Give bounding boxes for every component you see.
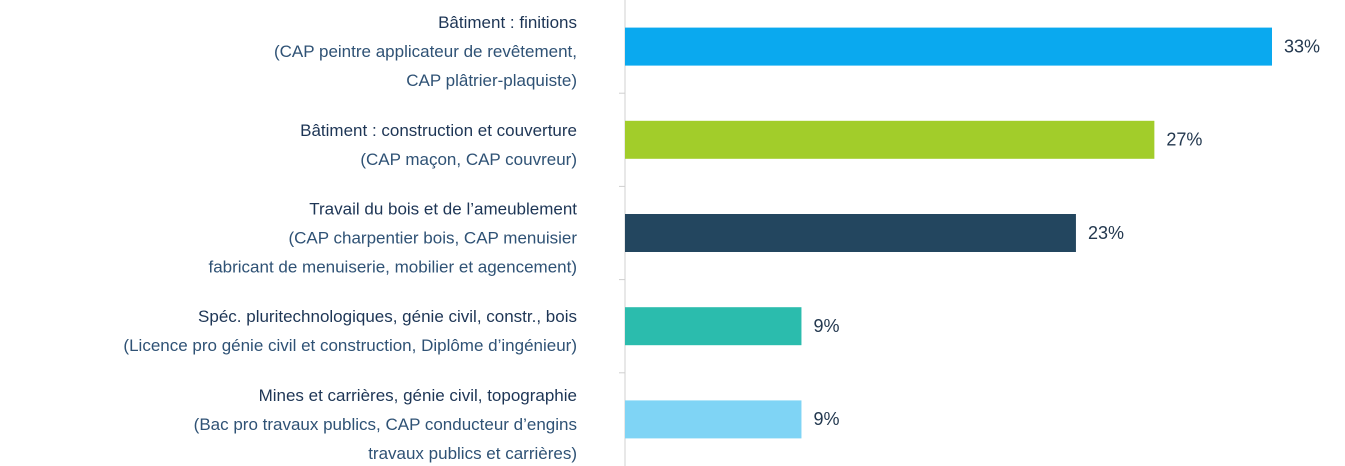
bar	[625, 214, 1076, 252]
category-note: travaux publics et carrières)	[368, 444, 577, 463]
bar	[625, 400, 802, 439]
category-label: Mines et carrières, génie civil, topogra…	[259, 386, 577, 405]
category-label: Bâtiment : finitions	[438, 13, 577, 32]
category-note: (CAP charpentier bois, CAP menuisier	[288, 228, 577, 247]
category-note: (CAP maçon, CAP couvreur)	[360, 150, 577, 169]
category-label: Travail du bois et de l’ameublement	[309, 199, 577, 218]
value-label: 27%	[1166, 130, 1202, 150]
value-label: 33%	[1284, 36, 1320, 56]
bar	[625, 27, 1272, 66]
value-label: 9%	[813, 409, 839, 429]
category-label: Bâtiment : construction et couverture	[300, 121, 577, 140]
value-label: 23%	[1088, 223, 1124, 243]
category-note: CAP plâtrier-plaquiste)	[406, 71, 577, 90]
category-note: fabricant de menuiserie, mobilier et age…	[208, 257, 577, 276]
value-label: 9%	[813, 316, 839, 336]
bar	[625, 307, 802, 346]
category-note: (Licence pro génie civil et construction…	[123, 336, 577, 355]
category-label: Spéc. pluritechnologiques, génie civil, …	[198, 307, 577, 326]
category-note: (Bac pro travaux publics, CAP conducteur…	[194, 415, 577, 434]
category-note: (CAP peintre applicateur de revêtement,	[274, 42, 577, 61]
bar	[625, 120, 1155, 159]
